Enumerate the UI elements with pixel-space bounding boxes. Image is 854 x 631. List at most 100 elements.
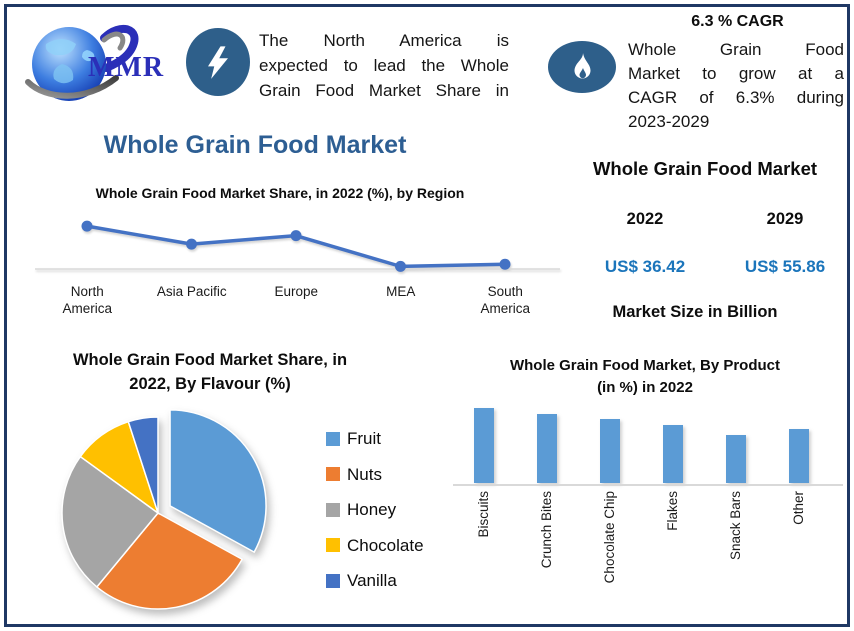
bar-slot [704,403,767,483]
value-2029: US$ 55.86 [744,257,826,276]
market-size-years: 2022 2029 [575,210,854,229]
year-2022: 2022 [626,210,664,228]
legend-item: Vanilla [326,570,424,591]
flavour-chart-title: Whole Grain Food Market Share, in 2022, … [30,348,390,396]
region-label: North America [62,284,112,316]
market-size-values: US$ 36.42 US$ 55.86 [575,257,854,277]
bar-label: Chocolate Chip [602,491,617,584]
headline-line: expected to lead the Whole [259,56,509,75]
legend-label: Chocolate [347,535,424,555]
region-data-point [81,220,93,232]
cagr-text: Whole Grain Food Market to grow at a CAGR … [628,38,844,134]
main-title: Whole Grain Food Market [103,131,407,159]
bar-slot [641,403,704,483]
bar-label-slot: Chocolate Chip [578,491,641,583]
product-axis-line [453,484,843,486]
region-data-point [290,230,302,242]
product-chart-title-line2: (in %) in 2022 [597,379,693,396]
bar-crunch-bites [536,414,557,483]
cagr-card: Whole Grain Food Market to grow at a CAGR … [548,38,844,134]
bar-label: Biscuits [476,491,491,538]
market-size-title: Whole Grain Food Market [592,158,818,179]
region-label-cell: South America [453,283,558,317]
region-label-cell: Europe [244,283,349,317]
lightning-glyph [208,46,228,79]
flavour-pie-chart [61,409,267,610]
bar-other [788,429,809,483]
headline-line: Grain Food Market Share in [259,81,509,100]
legend-label: Vanilla [347,571,397,590]
region-data-point [186,238,197,250]
bar-label: Flakes [665,491,680,531]
region-chart-title: Whole Grain Food Market Share, in 2022 (… [95,185,465,201]
bar-slot [767,403,830,483]
legend-item: Nuts [326,464,424,485]
flavour-chart-title-line2: 2022, By Flavour (%) [129,375,291,393]
pie-slice-nuts [95,512,244,610]
flavour-legend: Fruit Nuts Honey Chocolate Vanilla [326,428,424,606]
legend-swatch-nuts [326,467,340,481]
bar-label: Crunch Bites [539,491,554,569]
region-label-cell: North America [35,283,140,317]
flavour-chart-title-line1: Whole Grain Food Market Share, in [72,351,348,369]
pie-slice-fruit [169,409,267,554]
legend-label: Fruit [347,429,381,448]
cagr-line: Whole Grain Food [628,40,844,59]
legend-label: Nuts [347,464,382,484]
headline-text: The North America is expected to lead the… [259,28,509,103]
product-chart-title-line1: Whole Grain Food Market, By Product [509,357,781,374]
bar-slot [515,403,578,483]
bar-snack-bars [725,435,746,483]
legend-item: Chocolate [326,535,424,556]
brand-name: MMR [88,52,165,83]
legend-swatch-vanilla [326,573,340,588]
region-label: Europe [274,284,319,299]
region-data-point [499,258,511,270]
headline-card: The North America is expected to lead the… [186,28,509,103]
legend-swatch-chocolate [326,538,340,552]
value-2022: US$ 36.42 [604,257,686,276]
bar-label: Snack Bars [728,491,743,561]
legend-item: Fruit [326,428,424,449]
region-label-cell: Asia Pacific [140,283,245,317]
bar-chocolate-chip [599,418,620,483]
bar-label-slot: Other [767,491,830,583]
bar-biscuits [473,408,494,483]
market-size-caption: Market Size in Billion [612,303,778,321]
region-axis-labels: North America Asia Pacific Europe MEA South … [35,283,558,317]
region-data-point [395,260,406,272]
legend-swatch-honey [326,502,340,517]
legend-item: Honey [326,499,424,520]
headline-line: The North America is [259,31,509,50]
cagr-line: 2023-2029 [628,112,710,131]
product-axis-labels: Biscuits Crunch Bites Chocolate Chip Flakes… [452,491,830,583]
legend-swatch-fruit [326,431,340,446]
region-label-cell: MEA [349,283,454,317]
bar-label-slot: Crunch Bites [515,491,578,583]
region-line-chart [35,220,560,272]
bar-label-slot: Snack Bars [704,491,767,583]
bar-label: Other [791,491,806,525]
bar-flakes [662,424,683,483]
year-2029: 2029 [766,210,804,228]
cagr-line: CAGR of 6.3% during [628,88,844,107]
region-label: South America [480,284,530,316]
lightning-icon [186,28,250,96]
pie-slice-honey [61,455,160,589]
bar-slot [578,403,641,483]
bar-slot [452,403,515,483]
bar-label-slot: Flakes [641,491,704,583]
region-label: MEA [386,284,416,299]
legend-label: Honey [347,500,397,519]
pie-slice-vanilla [127,416,159,514]
mmr-logo: MMR [24,16,199,114]
cagr-line: Market to grow at a [628,64,844,83]
flame-icon [548,41,616,93]
product-chart-title: Whole Grain Food Market, By Product (in … [460,355,830,399]
bar-label-slot: Biscuits [452,491,515,583]
globe-icon [25,25,139,101]
flame-glyph [574,53,591,79]
product-bars [452,403,830,483]
cagr-heading: 6.3 % CAGR [691,13,784,30]
